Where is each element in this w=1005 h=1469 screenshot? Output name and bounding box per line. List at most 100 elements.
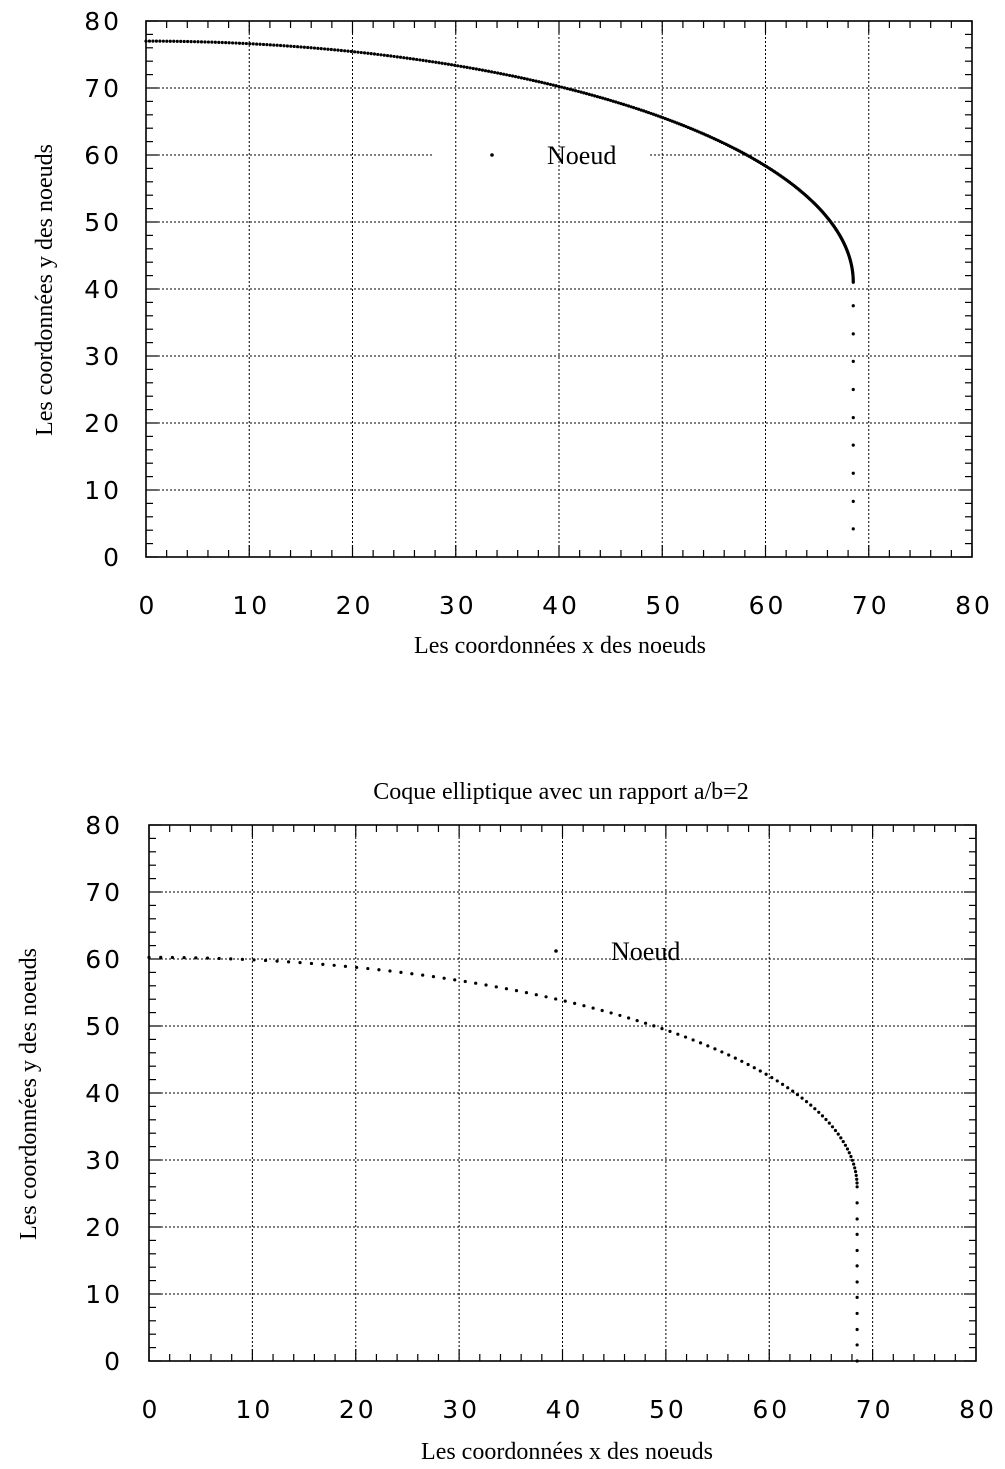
data-point xyxy=(203,40,207,44)
y-tick-label: 50 xyxy=(85,1012,123,1041)
data-point xyxy=(147,955,151,959)
data-point xyxy=(855,1327,859,1332)
y-tick-label: 30 xyxy=(85,1146,123,1175)
data-point xyxy=(827,1121,831,1125)
x-tick-label: 50 xyxy=(649,1395,687,1424)
data-point xyxy=(411,57,416,61)
data-point xyxy=(252,958,256,962)
data-point xyxy=(265,43,269,47)
data-point xyxy=(855,1264,859,1268)
data-point xyxy=(853,1166,857,1170)
data-point xyxy=(600,1008,604,1013)
y-tick-label: 10 xyxy=(84,476,122,505)
data-point xyxy=(584,92,589,96)
data-point xyxy=(691,1038,695,1042)
data-point xyxy=(855,1295,859,1299)
data-point xyxy=(339,48,343,53)
data-point xyxy=(421,973,425,977)
data-point xyxy=(494,985,498,989)
data-point xyxy=(850,1158,854,1162)
x-tick-label: 70 xyxy=(856,1395,894,1424)
data-point xyxy=(319,47,323,51)
data-point xyxy=(289,44,293,48)
data-point xyxy=(598,95,602,99)
y-tick-label: 20 xyxy=(84,409,122,438)
data-point xyxy=(562,86,567,90)
data-point xyxy=(855,1217,859,1221)
data-point xyxy=(227,41,231,45)
data-point xyxy=(809,1103,813,1107)
data-point xyxy=(282,44,286,48)
data-point xyxy=(851,416,855,420)
data-point xyxy=(639,108,643,112)
data-point xyxy=(654,113,658,117)
data-point xyxy=(824,1117,828,1122)
data-point xyxy=(182,39,186,44)
chart-top: Les coordonnées x des noeuds Les coordon… xyxy=(32,7,990,659)
y-tick-label: 70 xyxy=(84,74,122,103)
data-point xyxy=(329,47,333,52)
data-point xyxy=(676,1032,680,1036)
data-point xyxy=(376,52,380,57)
data-point xyxy=(477,67,482,72)
y-tick-label: 70 xyxy=(85,878,123,907)
data-point xyxy=(551,83,555,87)
x-tick-label: 0 xyxy=(142,1395,161,1424)
data-point xyxy=(170,955,175,960)
data-point xyxy=(456,64,460,68)
data-point xyxy=(230,41,235,45)
data-point xyxy=(255,42,259,46)
data-point xyxy=(415,57,419,62)
data-point xyxy=(626,1016,631,1020)
data-point xyxy=(462,65,466,69)
data-point xyxy=(217,40,221,44)
data-point xyxy=(601,96,605,100)
data-point xyxy=(402,56,406,60)
data-point xyxy=(795,1093,800,1097)
data-point xyxy=(322,47,327,51)
data-point xyxy=(727,1053,731,1057)
data-point xyxy=(272,43,276,47)
data-point xyxy=(295,45,300,49)
data-point xyxy=(442,976,446,980)
data-point xyxy=(355,965,359,970)
data-point xyxy=(839,1136,843,1140)
data-point xyxy=(855,1343,859,1347)
data-point xyxy=(649,111,653,116)
data-point xyxy=(574,89,578,93)
x-tick-label: 0 xyxy=(139,591,158,620)
data-point xyxy=(587,92,591,96)
data-point xyxy=(851,332,855,336)
data-point xyxy=(147,39,152,43)
data-point xyxy=(159,955,163,959)
data-point xyxy=(841,1139,845,1144)
data-point xyxy=(616,101,620,105)
legend: Noeud xyxy=(490,141,616,170)
data-point xyxy=(316,46,320,50)
y-tick-label: 0 xyxy=(103,543,122,572)
data-point xyxy=(474,981,478,985)
data-point xyxy=(165,39,169,43)
data-point xyxy=(484,983,488,987)
legend-label: Noeud xyxy=(547,141,616,170)
data-point xyxy=(424,59,428,63)
data-point xyxy=(525,77,529,81)
data-point xyxy=(346,49,350,53)
data-point xyxy=(263,958,268,963)
data-point xyxy=(855,1248,859,1253)
data-point xyxy=(463,979,467,984)
data-point xyxy=(854,1173,858,1178)
data-point xyxy=(544,995,548,999)
data-point xyxy=(565,86,569,91)
data-point xyxy=(154,39,159,43)
data-point xyxy=(234,41,238,45)
data-point xyxy=(474,67,478,71)
data-point xyxy=(522,76,526,81)
data-point xyxy=(720,1050,724,1054)
x-tick-label: 80 xyxy=(959,1395,997,1424)
grid xyxy=(149,825,976,1361)
data-point xyxy=(614,100,618,104)
data-point xyxy=(855,1359,859,1363)
data-point xyxy=(237,41,242,45)
data-point xyxy=(366,966,370,971)
